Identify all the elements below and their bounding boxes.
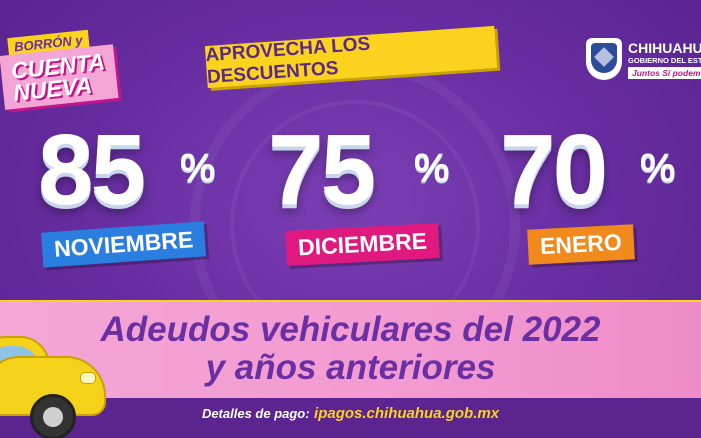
campaign-title: CUENTA NUEVA bbox=[0, 44, 119, 110]
headline-line1: Adeudos vehiculares del 2022 bbox=[100, 310, 601, 349]
state-shield-icon bbox=[586, 38, 622, 80]
month-label: ENERO bbox=[527, 224, 635, 265]
percent-sign: % bbox=[414, 146, 450, 190]
car-wheel bbox=[30, 394, 76, 438]
discount-value: 70 bbox=[500, 114, 608, 226]
car-headlight bbox=[80, 372, 96, 384]
government-logo: CHIHUAHU GOBIERNO DEL EST Juntos Sí pode… bbox=[584, 36, 701, 84]
discount-november: 85 % NOVIEMBRE bbox=[38, 120, 238, 280]
logo-name: CHIHUAHU bbox=[628, 40, 701, 56]
discount-value: 85 bbox=[38, 114, 146, 226]
percent-sign: % bbox=[180, 146, 216, 190]
headline-line2: y años anteriores bbox=[205, 348, 496, 387]
discount-december: 75 % DICIEMBRE bbox=[268, 120, 468, 280]
discount-value: 75 bbox=[268, 114, 376, 226]
headline-band: Adeudos vehiculares del 2022 y años ante… bbox=[0, 300, 701, 400]
month-label: NOVIEMBRE bbox=[40, 221, 207, 268]
logo-subtitle: GOBIERNO DEL EST bbox=[628, 56, 701, 65]
slogan-banner: APROVECHA LOS DESCUENTOS bbox=[205, 25, 498, 89]
logo-tagline: Juntos Sí podem bbox=[628, 67, 701, 79]
yellow-car-icon bbox=[0, 336, 110, 438]
payment-url-link[interactable]: ipagos.chihuahua.gob.mx bbox=[314, 405, 500, 422]
month-label: DICIEMBRE bbox=[285, 223, 440, 266]
percent-sign: % bbox=[640, 146, 676, 190]
footer-label: Detalles de pago: bbox=[201, 406, 310, 421]
footer-bar: Detalles de pago: ipagos.chihuahua.gob.m… bbox=[0, 398, 701, 438]
discount-january: 70 % ENERO bbox=[500, 120, 700, 280]
